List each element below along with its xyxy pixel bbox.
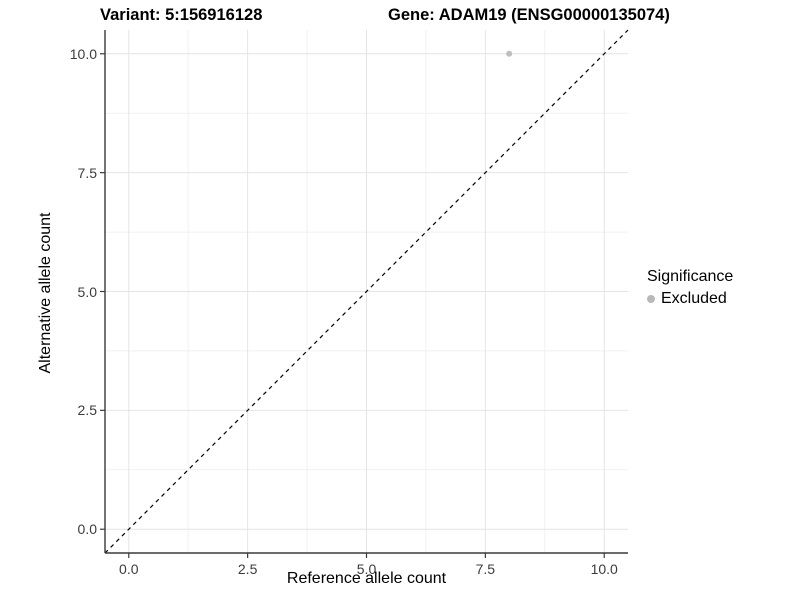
x-tick-label: 10.0 xyxy=(590,561,618,577)
y-tick-label: 7.5 xyxy=(77,164,97,181)
legend-item-label: Excluded xyxy=(661,290,727,307)
legend-item-excluded: Excluded xyxy=(647,289,733,309)
y-tick-label: 10.0 xyxy=(69,45,97,62)
plot-title-variant: Variant: 5:156916128 xyxy=(100,6,263,24)
legend-title: Significance xyxy=(647,268,734,285)
x-axis-title: Reference allele count xyxy=(286,570,447,587)
x-tick-label: 5.0 xyxy=(356,561,377,577)
y-tick-label: 2.5 xyxy=(77,402,97,419)
y-tick-label: 0.0 xyxy=(77,521,97,538)
x-tick-label: 2.5 xyxy=(237,561,258,577)
y-tick-label: 5.0 xyxy=(77,283,97,300)
legend: Significance Excluded xyxy=(647,267,733,309)
legend-point-marker-icon xyxy=(647,295,655,303)
plot-title-gene: Gene: ADAM19 (ENSG00000135074) xyxy=(388,6,670,24)
data-point xyxy=(506,50,513,57)
x-tick-label: 0.0 xyxy=(119,561,139,577)
x-tick-label: 7.5 xyxy=(475,561,496,577)
y-axis-title: Alternative allele count xyxy=(37,212,54,374)
